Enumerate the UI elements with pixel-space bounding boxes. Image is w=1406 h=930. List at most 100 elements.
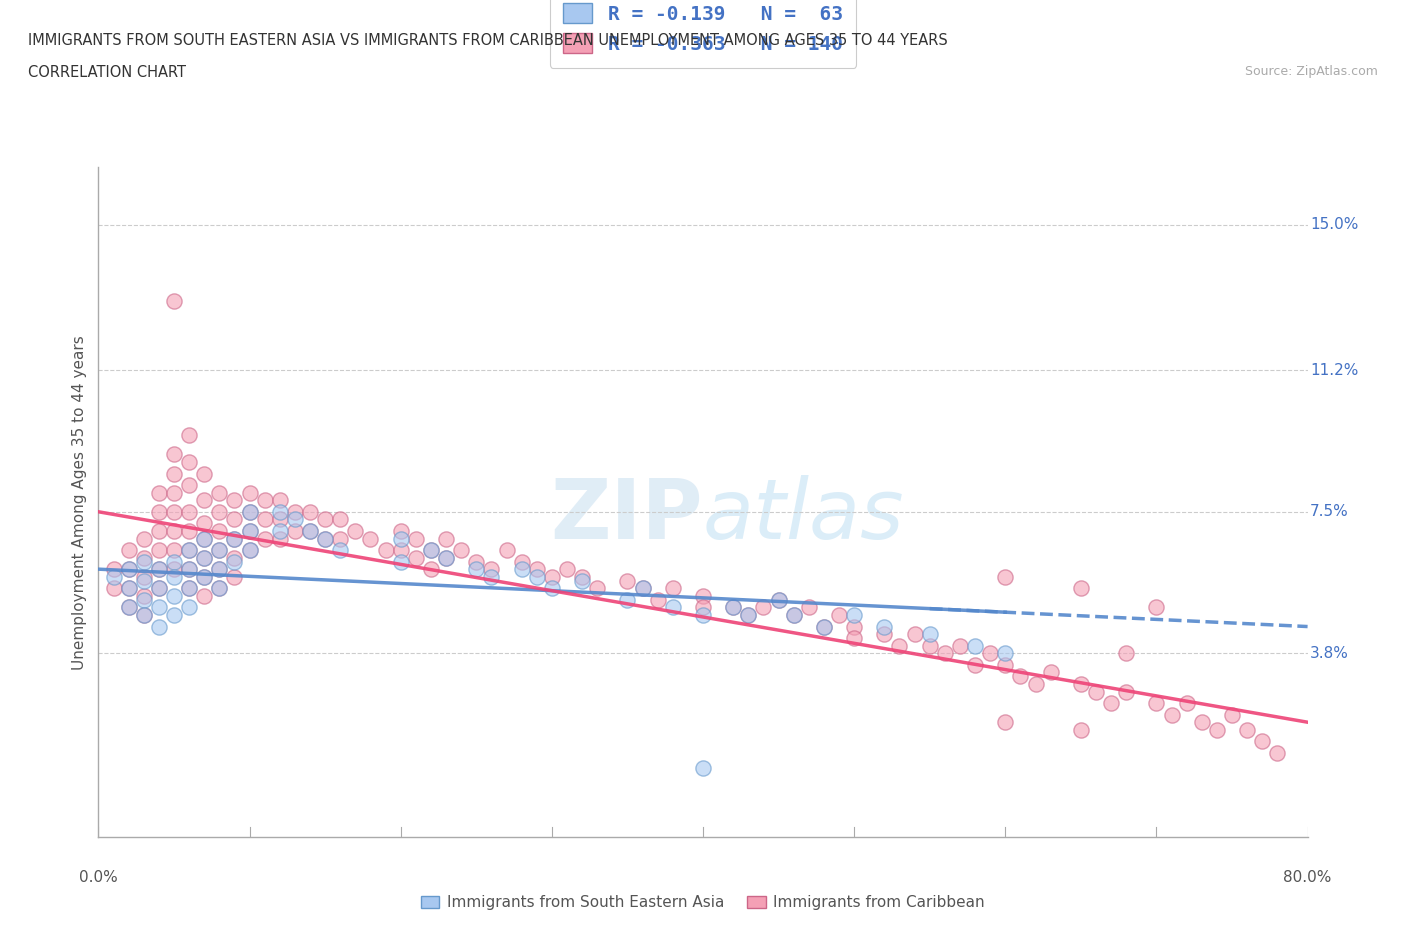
Point bbox=[555, 562, 578, 577]
Point bbox=[405, 551, 427, 565]
Point bbox=[148, 619, 170, 634]
Point bbox=[299, 524, 322, 538]
Point bbox=[571, 573, 593, 588]
Point bbox=[208, 542, 231, 557]
Text: IMMIGRANTS FROM SOUTH EASTERN ASIA VS IMMIGRANTS FROM CARIBBEAN UNEMPLOYMENT AMO: IMMIGRANTS FROM SOUTH EASTERN ASIA VS IM… bbox=[28, 33, 948, 47]
Point bbox=[177, 504, 201, 519]
Point bbox=[118, 581, 141, 596]
Point bbox=[631, 581, 654, 596]
Point bbox=[177, 600, 201, 615]
Point bbox=[1115, 684, 1137, 699]
Point bbox=[132, 607, 155, 622]
Point bbox=[148, 542, 170, 557]
Point bbox=[419, 542, 441, 557]
Point bbox=[132, 573, 155, 588]
Point bbox=[208, 485, 231, 500]
Y-axis label: Unemployment Among Ages 35 to 44 years: Unemployment Among Ages 35 to 44 years bbox=[72, 335, 87, 670]
Point bbox=[1175, 696, 1198, 711]
Point bbox=[163, 569, 186, 584]
Point bbox=[360, 531, 382, 546]
Point bbox=[177, 562, 201, 577]
Point bbox=[1206, 723, 1229, 737]
Point bbox=[224, 554, 246, 569]
Point bbox=[797, 600, 820, 615]
Point bbox=[177, 524, 201, 538]
Point bbox=[269, 524, 291, 538]
Text: 15.0%: 15.0% bbox=[1310, 218, 1358, 232]
Text: Source: ZipAtlas.com: Source: ZipAtlas.com bbox=[1244, 65, 1378, 78]
Point bbox=[269, 512, 291, 527]
Point bbox=[526, 569, 548, 584]
Point bbox=[1191, 715, 1213, 730]
Point bbox=[103, 581, 125, 596]
Point bbox=[389, 531, 412, 546]
Point bbox=[224, 551, 246, 565]
Point bbox=[239, 504, 262, 519]
Text: CORRELATION CHART: CORRELATION CHART bbox=[28, 65, 186, 80]
Point bbox=[904, 627, 927, 642]
Point bbox=[284, 504, 307, 519]
Point bbox=[193, 466, 215, 481]
Point bbox=[965, 638, 987, 653]
Point bbox=[586, 581, 609, 596]
Point bbox=[163, 542, 186, 557]
Point bbox=[132, 551, 155, 565]
Point bbox=[389, 542, 412, 557]
Point bbox=[239, 485, 262, 500]
Point bbox=[434, 551, 457, 565]
Point bbox=[737, 607, 759, 622]
Point bbox=[132, 554, 155, 569]
Point bbox=[224, 531, 246, 546]
Point bbox=[314, 512, 336, 527]
Point bbox=[193, 493, 215, 508]
Point bbox=[239, 542, 262, 557]
Point bbox=[1236, 723, 1258, 737]
Point bbox=[132, 531, 155, 546]
Point bbox=[148, 562, 170, 577]
Point bbox=[284, 524, 307, 538]
Point bbox=[344, 524, 367, 538]
Point bbox=[844, 619, 866, 634]
Point bbox=[148, 581, 170, 596]
Point bbox=[526, 562, 548, 577]
Point bbox=[450, 542, 472, 557]
Point bbox=[132, 569, 155, 584]
Point bbox=[193, 531, 215, 546]
Point bbox=[329, 542, 352, 557]
Point bbox=[1070, 581, 1092, 596]
Point bbox=[224, 531, 246, 546]
Point bbox=[813, 619, 835, 634]
Point bbox=[616, 592, 638, 607]
Point bbox=[163, 589, 186, 604]
Point bbox=[118, 600, 141, 615]
Point bbox=[692, 607, 714, 622]
Point bbox=[465, 562, 488, 577]
Point bbox=[918, 627, 941, 642]
Text: 3.8%: 3.8% bbox=[1310, 645, 1348, 661]
Point bbox=[979, 646, 1001, 661]
Point bbox=[1251, 734, 1274, 749]
Point bbox=[208, 581, 231, 596]
Point bbox=[253, 493, 276, 508]
Point bbox=[208, 562, 231, 577]
Point bbox=[193, 531, 215, 546]
Point bbox=[314, 531, 336, 546]
Point bbox=[768, 592, 790, 607]
Point bbox=[405, 531, 427, 546]
Point bbox=[163, 447, 186, 462]
Point bbox=[253, 531, 276, 546]
Point bbox=[647, 592, 669, 607]
Point bbox=[949, 638, 972, 653]
Point bbox=[253, 512, 276, 527]
Point bbox=[889, 638, 911, 653]
Text: 0.0%: 0.0% bbox=[79, 870, 118, 885]
Point bbox=[934, 646, 956, 661]
Point bbox=[224, 493, 246, 508]
Point bbox=[208, 524, 231, 538]
Point bbox=[193, 551, 215, 565]
Point bbox=[269, 531, 291, 546]
Text: 80.0%: 80.0% bbox=[1284, 870, 1331, 885]
Point bbox=[118, 542, 141, 557]
Point bbox=[193, 516, 215, 531]
Point bbox=[540, 581, 562, 596]
